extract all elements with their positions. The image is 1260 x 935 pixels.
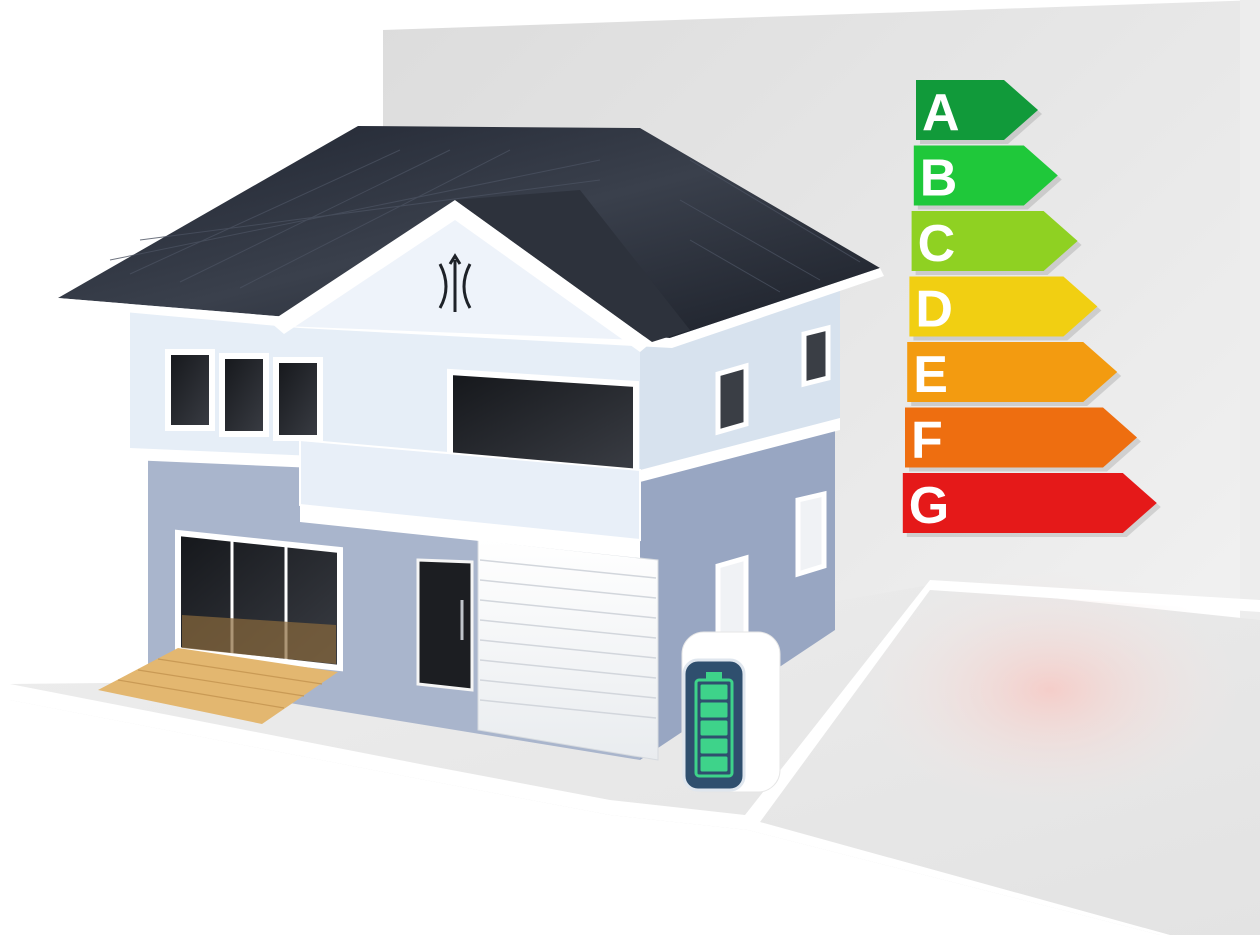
upper-window-2 xyxy=(219,353,269,437)
energy-rating-letter: E xyxy=(913,346,948,404)
gable-face xyxy=(282,210,640,340)
side-window-1 xyxy=(715,362,749,436)
battery-cell xyxy=(700,720,728,736)
balcony-rail-base xyxy=(300,505,640,558)
side-window-2 xyxy=(801,324,831,388)
floor-glow xyxy=(860,570,1240,810)
solar-panel-grid xyxy=(109,149,861,293)
upper-window-1 xyxy=(165,349,215,431)
energy-rating-letter: G xyxy=(909,477,949,535)
gable-trim xyxy=(270,200,652,352)
energy-rating-arrow xyxy=(902,473,1157,533)
energy-rating-arrow-a: A xyxy=(916,80,1042,144)
energy-rating-letter: B xyxy=(920,150,958,208)
energy-rating-letter: C xyxy=(918,215,956,273)
energy-rating-arrow xyxy=(913,145,1058,206)
energy-rating-arrow xyxy=(911,211,1078,271)
side-window-4 xyxy=(795,490,827,578)
garage-slats xyxy=(479,559,657,719)
upper-window-3 xyxy=(273,357,323,441)
battery-cell xyxy=(700,702,728,718)
energy-rating-arrow xyxy=(909,276,1098,337)
deck-boards xyxy=(117,658,323,709)
garage-shutter xyxy=(477,539,659,761)
energy-rating-arrow-c: C xyxy=(911,211,1082,275)
energy-rating-arrow xyxy=(905,407,1137,468)
energy-rating-letter: F xyxy=(911,412,943,470)
battery-cell xyxy=(700,738,728,754)
energy-rating-arrow-d: D xyxy=(909,276,1102,341)
front-door xyxy=(416,558,474,692)
energy-rating-arrow-b: B xyxy=(913,145,1062,210)
energy-rating-arrow-g: G xyxy=(902,473,1161,537)
energy-rating-arrow-e: E xyxy=(907,342,1122,406)
energy-rating-arrow xyxy=(916,80,1038,140)
battery-cell xyxy=(700,756,728,772)
energy-rating-arrow xyxy=(907,342,1118,402)
battery-cell xyxy=(700,684,728,700)
battery-cells xyxy=(700,684,728,772)
energy-rating-arrow-f: F xyxy=(905,407,1141,472)
energy-rating-letter: A xyxy=(922,84,960,142)
battery-icon xyxy=(694,672,734,778)
emblem-icon xyxy=(438,253,472,312)
wooden-deck xyxy=(98,648,338,724)
house xyxy=(58,126,884,761)
energy-rating-letter: D xyxy=(915,281,953,339)
home-battery xyxy=(681,631,781,793)
gable-roof xyxy=(455,190,690,342)
ground-window-floor xyxy=(182,615,336,664)
